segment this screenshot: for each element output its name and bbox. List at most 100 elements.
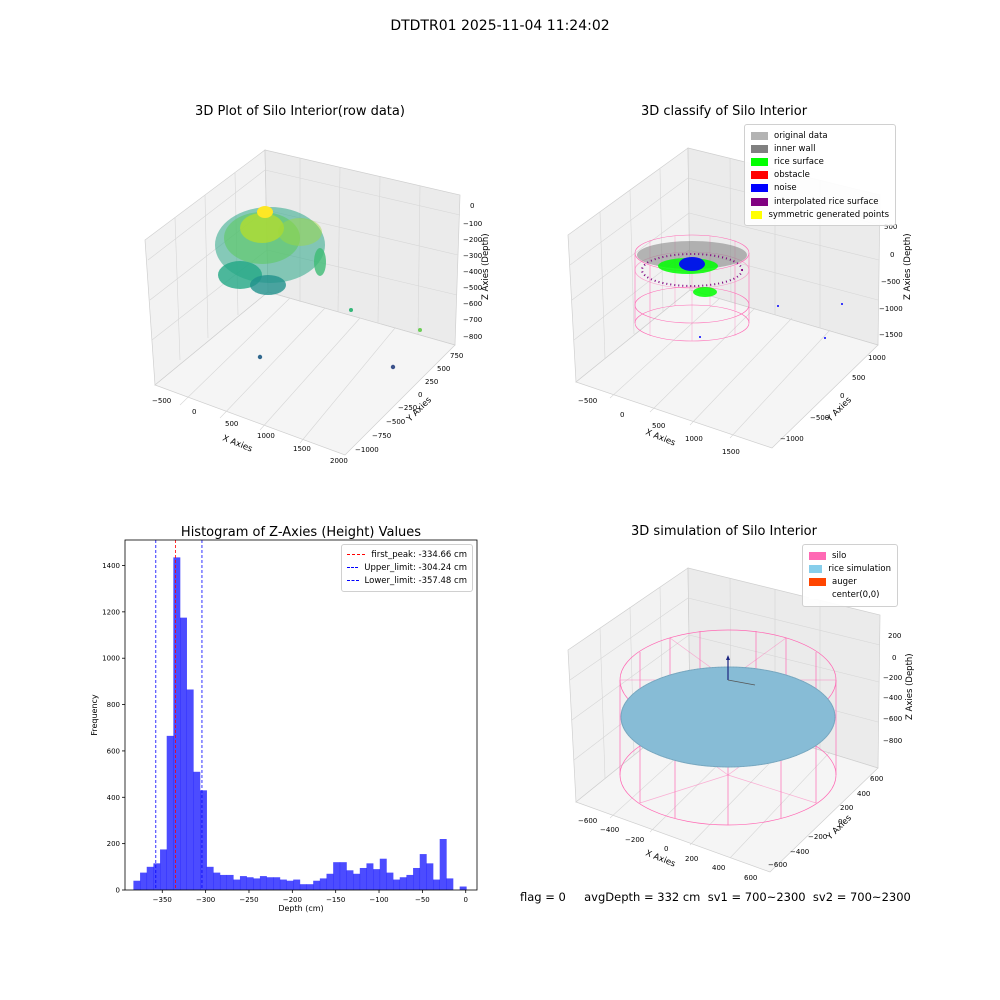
legend-label: interpolated rice surface (774, 196, 879, 207)
plot2-ztick: 500 (884, 223, 897, 231)
plot2-interpolated-surface (641, 253, 743, 287)
plot4-xtick: 600 (744, 874, 757, 882)
plot1-ztick: −500 (463, 284, 482, 292)
legend-swatch (809, 551, 826, 560)
histogram-ytick-label: 400 (107, 794, 120, 802)
legend-line (347, 567, 359, 569)
legend-label: center(0,0) (832, 590, 880, 601)
legend-swatch (751, 144, 768, 153)
histogram-bar (206, 866, 214, 890)
plot4-ztick: −400 (883, 694, 902, 702)
histogram-bar (193, 771, 201, 890)
histogram-bar (219, 874, 227, 890)
legend-label: Upper_limit: -304.24 cm (364, 562, 467, 573)
plot1-ztick: 0 (470, 202, 474, 210)
figure-suptitle: DTDTR01 2025-11-04 11:24:02 (390, 18, 610, 34)
plot4-xlabel: X Axies (644, 849, 677, 870)
legend-line (347, 554, 366, 556)
histogram-bar (239, 876, 247, 890)
plot1-xtick: −500 (152, 397, 171, 405)
plot4-ztick: −600 (883, 715, 902, 723)
histogram-bar (366, 863, 374, 890)
histogram-bar (346, 870, 354, 890)
histogram-ytick-label: 800 (107, 701, 120, 709)
plot4-xtick: −200 (625, 836, 644, 844)
plot1-ytick: −750 (372, 432, 391, 440)
plot2-zlabel: Z Axies (Depth) (903, 233, 913, 300)
legend-swatch (751, 131, 768, 140)
histogram-chart: Histogram of Z-Axies (Height) Values −35… (90, 525, 478, 913)
legend-swatch (751, 157, 768, 166)
histogram-ytick-label: 0 (116, 887, 120, 895)
plot1-ytick: 0 (418, 391, 422, 399)
legend-entry: Upper_limit: -304.24 cm (347, 561, 467, 574)
plot1-xtick: 2000 (330, 457, 348, 465)
histogram-bar (259, 876, 267, 890)
histogram-bar (446, 878, 454, 890)
plot2-ztick: 0 (890, 251, 894, 259)
plot2-ztick: −500 (881, 278, 900, 286)
histogram-bar (319, 878, 327, 890)
plot1-ytick: 250 (425, 378, 438, 386)
histogram-bar (306, 884, 314, 890)
plot2-xtick: 1000 (685, 435, 703, 443)
histogram-bar (406, 874, 414, 890)
histogram-xtick-label: −350 (153, 896, 172, 904)
plot2-xtick: 1500 (722, 448, 740, 456)
legend-swatch (751, 184, 768, 193)
plot2-ytick: 500 (852, 374, 865, 382)
plot2-ytick: −500 (810, 414, 829, 422)
legend-label: auger (832, 576, 857, 587)
histogram-bar (160, 849, 168, 890)
plot4-xtick: 400 (712, 864, 725, 872)
plot4-ytick: −200 (808, 833, 827, 841)
plot1-ytick: 750 (450, 352, 463, 360)
histogram-bar (359, 867, 367, 890)
histogram-bar (413, 867, 421, 890)
legend-swatch (809, 591, 826, 600)
histogram-bar (373, 869, 381, 890)
histogram-xtick-label: −100 (369, 896, 388, 904)
plot4-auger (726, 655, 756, 686)
plot1-ytick: −1000 (355, 446, 379, 454)
histogram-bar (333, 862, 341, 890)
plot1-xtick: 500 (225, 420, 238, 428)
histogram-bar (199, 790, 207, 890)
legend-swatch (751, 197, 768, 206)
plot2-ytick: 1000 (868, 354, 886, 362)
plot4-ztick: −800 (883, 737, 902, 745)
legend-entry: center(0,0) (809, 589, 891, 602)
legend-swatch (809, 577, 826, 586)
plot1-3d-axes: −500 0 500 1000 1500 2000 −1000 −750 −50… (144, 149, 491, 465)
histogram-bar (386, 872, 394, 890)
histogram-xtick-label: −300 (196, 896, 215, 904)
histogram-bar (246, 877, 254, 890)
histogram-xtick-label: −250 (239, 896, 258, 904)
histogram-x-ticks: −350 −300 −250 −200 −150 −100 −50 0 (153, 890, 468, 904)
legend-label: inner wall (774, 143, 816, 154)
legend-swatch (809, 564, 823, 573)
plot2-ytick: −1000 (780, 435, 804, 443)
histogram-legend: first_peak: -334.66 cm Upper_limit: -304… (341, 544, 473, 592)
histogram-xtick-label: 0 (463, 896, 467, 904)
legend-label: symmetric generated points (768, 209, 889, 220)
histogram-bar (459, 886, 467, 890)
histogram-bar (173, 557, 181, 890)
histogram-bar (379, 858, 387, 890)
plot2-xtick: −500 (578, 397, 597, 405)
legend-label: rice surface (774, 156, 824, 167)
plot1-ztick: −600 (463, 300, 482, 308)
histogram-title: Histogram of Z-Axies (Height) Values (181, 525, 421, 540)
legend-entry: silo (809, 549, 891, 562)
histogram-bar (339, 862, 347, 890)
plot4-rice-simulation (620, 666, 836, 768)
histogram-bar (253, 878, 261, 890)
histogram-xtick-label: −200 (283, 896, 302, 904)
legend-label: first_peak: -334.66 cm (371, 549, 467, 560)
histogram-bar (299, 884, 307, 890)
histogram-bar (273, 877, 281, 890)
plot1-title: 3D Plot of Silo Interior(row data) (195, 104, 405, 119)
plot2-3d-axes: −500 0 500 1000 1500 −1000 −500 0 500 10… (567, 147, 913, 456)
legend-entry: obstacle (751, 169, 889, 182)
plot1-zlabel: Z Axies (Depth) (481, 233, 491, 300)
